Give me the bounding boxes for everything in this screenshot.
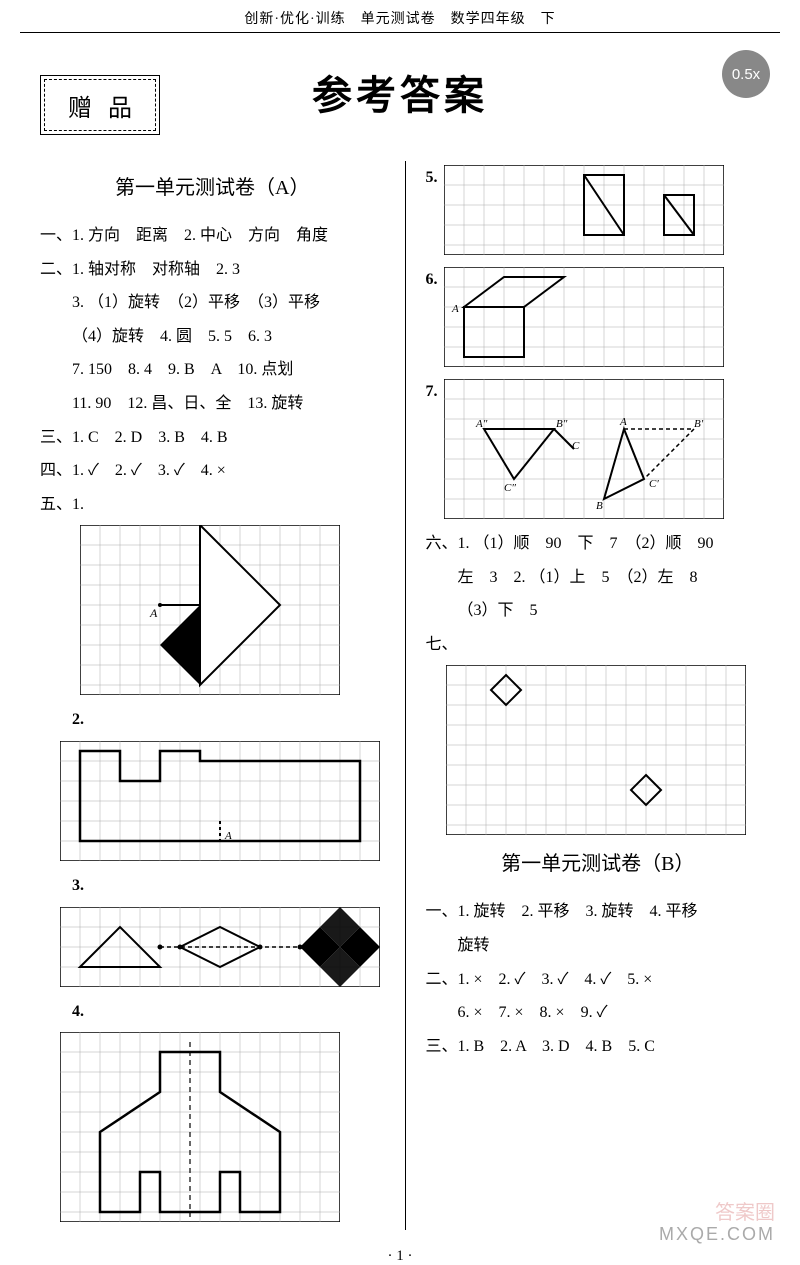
ans-6-3: （3）下 5	[426, 594, 771, 628]
svg-text:C′: C′	[649, 478, 659, 490]
ans-2: 二、1. 轴对称 对称轴 2. 3	[40, 253, 385, 287]
figure-5-2: A	[60, 741, 380, 861]
q6-label: 6.	[426, 263, 438, 297]
figure-6-5	[444, 165, 724, 255]
figure-5-1: A	[80, 525, 340, 695]
ans-4: （4）旋转 4. 圆 5. 5 6. 3	[40, 320, 385, 354]
figure-7	[446, 665, 746, 835]
figure-6-6: A	[444, 267, 724, 367]
svg-text:B″: B″	[556, 418, 568, 430]
header-rule	[20, 32, 780, 33]
gift-text: 赠品	[44, 79, 156, 131]
ans-3: 3. （1）旋转 （2）平移 （3）平移	[40, 286, 385, 320]
q7-label: 7.	[426, 375, 438, 409]
ans-9: 五、1.	[40, 488, 385, 522]
ans-8: 四、1. ✓ 2. ✓ 3. ✓ 4. ×	[40, 454, 385, 488]
q7b-label: 七、	[426, 628, 771, 662]
q3-label: 3.	[40, 869, 385, 903]
svg-text:B′: B′	[694, 418, 704, 430]
watermark-url: MXQE.COM	[659, 1224, 775, 1245]
svg-text:B: B	[596, 500, 603, 512]
ans-5: 7. 150 8. 4 9. B A 10. 点划	[40, 353, 385, 387]
zoom-badge: 0.5x	[722, 50, 770, 98]
ans-1: 一、1. 方向 距离 2. 中心 方向 角度	[40, 219, 385, 253]
right-column: 5. 6.	[426, 161, 771, 1230]
figure-5-4	[60, 1032, 340, 1222]
q4-label: 4.	[40, 995, 385, 1029]
svg-text:A: A	[619, 416, 627, 428]
svg-text:C″: C″	[504, 482, 516, 494]
ans-b2: 二、1. × 2. ✓ 3. ✓ 4. ✓ 5. ×	[426, 963, 771, 997]
section-a-title: 第一单元测试卷（A）	[40, 167, 385, 209]
ans-6-1: 六、1. （1）顺 90 下 7 （2）顺 90	[426, 527, 771, 561]
column-divider	[405, 161, 406, 1230]
figure-5-3	[60, 907, 380, 987]
svg-text:A: A	[224, 830, 232, 842]
q5-label: 5.	[426, 161, 438, 195]
page-number: · 1 ·	[0, 1248, 800, 1265]
section-b-title: 第一单元测试卷（B）	[426, 843, 771, 885]
svg-text:A: A	[451, 303, 459, 315]
gift-stamp: 赠品	[40, 75, 160, 135]
svg-text:A: A	[149, 606, 158, 620]
ans-6: 11. 90 12. 昌、日、全 13. 旋转	[40, 387, 385, 421]
ans-6-2: 左 3 2. （1）上 5 （2）左 8	[426, 561, 771, 595]
ans-7: 三、1. C 2. D 3. B 4. B	[40, 421, 385, 455]
svg-text:A″: A″	[475, 418, 488, 430]
page-header: 创新·优化·训练 单元测试卷 数学四年级 下	[0, 0, 800, 32]
content-columns: 第一单元测试卷（A） 一、1. 方向 距离 2. 中心 方向 角度 二、1. 轴…	[0, 161, 800, 1230]
ans-b2b: 6. × 7. × 8. × 9. ✓	[426, 996, 771, 1030]
ans-b3: 三、1. B 2. A 3. D 4. B 5. C	[426, 1030, 771, 1064]
left-column: 第一单元测试卷（A） 一、1. 方向 距离 2. 中心 方向 角度 二、1. 轴…	[40, 161, 385, 1230]
figure-6-7: A″ B″ C″ A B′ B C′ C	[444, 379, 724, 519]
ans-b1b: 旋转	[426, 929, 771, 963]
ans-b1: 一、1. 旋转 2. 平移 3. 旋转 4. 平移	[426, 895, 771, 929]
q2-label: 2.	[40, 703, 385, 737]
watermark-logo: 答案圈	[715, 1196, 775, 1225]
svg-text:C: C	[572, 440, 580, 452]
